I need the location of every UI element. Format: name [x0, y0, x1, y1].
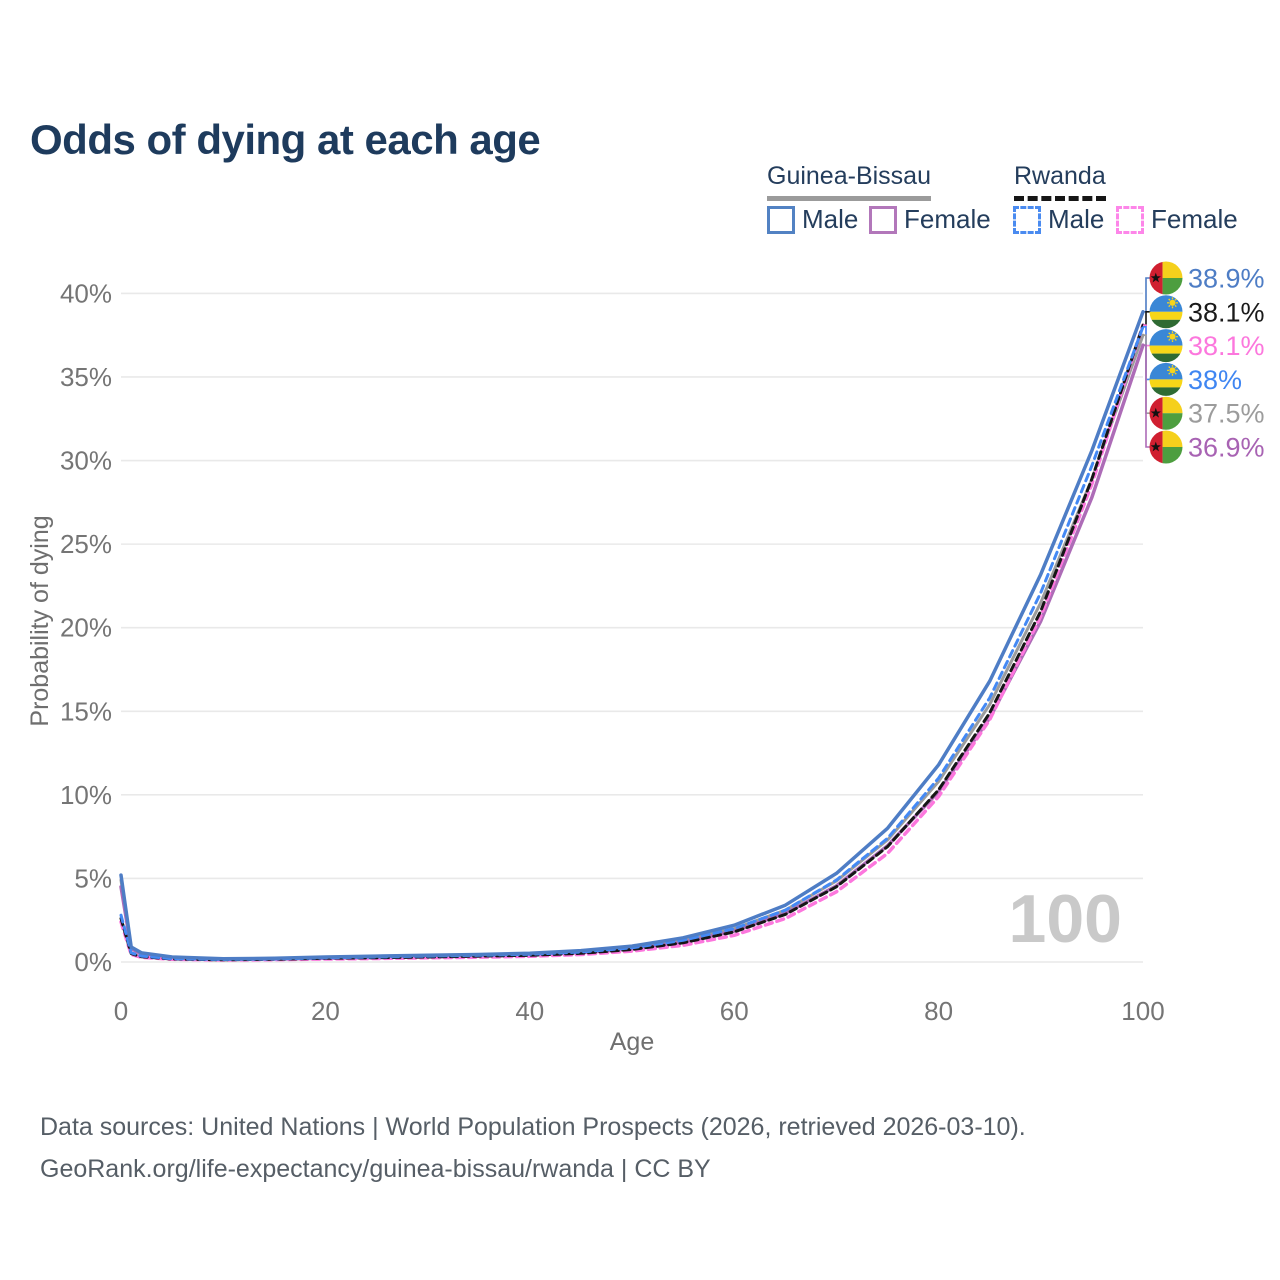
end-value-label: 38.1%	[1188, 297, 1265, 327]
age-hover-watermark: 100	[1009, 881, 1122, 957]
end-label-leader	[1143, 277, 1151, 313]
x-tick-label: 60	[720, 996, 749, 1026]
legend-item-label: Female	[1151, 204, 1238, 234]
end-value-label: 38.1%	[1188, 331, 1265, 361]
series-line-guinea-bissau-both	[119, 333, 1145, 961]
footer-attribution-link[interactable]: GeoRank.org/life-expectancy/guinea-bissa…	[40, 1155, 711, 1183]
flag-rwanda-icon	[1149, 329, 1183, 363]
flag-rwanda-icon	[1149, 362, 1183, 396]
legend-item-label: Male	[802, 204, 859, 234]
mortality-chart: 0% 5% 10% 15% 20% 25% 30% 35% 40% 0 20 40 60 80 100 Age…	[26, 261, 1265, 1056]
legend-group-rwanda[interactable]: Rwanda	[1014, 162, 1106, 201]
y-tick-label: 10%	[60, 780, 112, 810]
chart-title: Odds of dying at each age	[30, 116, 541, 164]
footer: Data sources: United Nations | World Pop…	[40, 1106, 1026, 1190]
flag-guinea-bissau-icon	[1149, 396, 1183, 430]
legend-group-guinea-bissau[interactable]: Guinea-Bissau	[767, 162, 931, 201]
series-line-guinea-bissau-male	[119, 310, 1145, 961]
end-value-label: 37.5%	[1188, 399, 1265, 429]
x-tick-label: 0	[114, 996, 128, 1026]
y-tick-label: 25%	[60, 529, 112, 559]
flag-guinea-bissau-icon	[1149, 430, 1183, 464]
series-line-rwanda-female	[119, 323, 1145, 962]
end-value-label: 36.9%	[1188, 433, 1265, 463]
legend-swatch-guinea-bissau-female-icon	[869, 205, 897, 234]
x-tick-label: 80	[924, 996, 953, 1026]
x-tick-label: 20	[311, 996, 340, 1026]
legend-item-rwanda-female[interactable]: Female	[1116, 204, 1238, 235]
y-tick-label: 40%	[60, 278, 112, 308]
legend-item-rwanda-male[interactable]: Male	[1013, 204, 1104, 235]
legend-item-guinea-bissau-female[interactable]: Female	[869, 204, 991, 235]
y-tick-label: 30%	[60, 446, 112, 476]
flag-rwanda-icon	[1149, 295, 1183, 329]
y-tick-label: 20%	[60, 613, 112, 643]
x-axis-title: Age	[610, 1028, 654, 1056]
legend-swatch-rwanda-female-icon	[1116, 205, 1144, 234]
flag-guinea-bissau-icon	[1149, 261, 1183, 295]
legend-item-label: Female	[904, 204, 991, 234]
y-tick-label: 35%	[60, 362, 112, 392]
x-tick-label: 40	[515, 996, 544, 1026]
series-line-rwanda-both	[119, 323, 1145, 962]
legend-swatch-rwanda-male-icon	[1013, 205, 1041, 234]
y-tick-label: 0%	[74, 947, 112, 977]
x-tick-label: 100	[1121, 996, 1164, 1026]
y-tick-label: 5%	[74, 863, 112, 893]
end-label-leader	[1143, 344, 1151, 448]
legend-item-label: Male	[1048, 204, 1105, 234]
legend-swatch-guinea-bissau-male-icon	[767, 205, 795, 234]
y-axis-title: Probability of dying	[26, 515, 54, 726]
y-tick-label: 15%	[60, 696, 112, 726]
end-value-label: 38%	[1188, 365, 1242, 395]
footer-data-sources: Data sources: United Nations | World Pop…	[40, 1113, 1026, 1141]
end-value-label: 38.9%	[1188, 264, 1265, 294]
series-line-guinea-bissau-female	[119, 343, 1145, 961]
legend-item-guinea-bissau-male[interactable]: Male	[767, 204, 858, 235]
series-line-rwanda-male	[119, 325, 1145, 961]
